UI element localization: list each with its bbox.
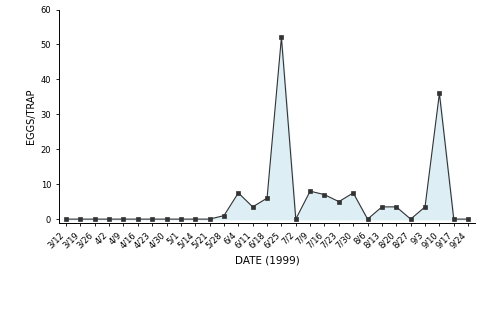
Y-axis label: EGGS/TRAP: EGGS/TRAP [26, 88, 36, 144]
X-axis label: DATE (1999): DATE (1999) [235, 255, 299, 266]
